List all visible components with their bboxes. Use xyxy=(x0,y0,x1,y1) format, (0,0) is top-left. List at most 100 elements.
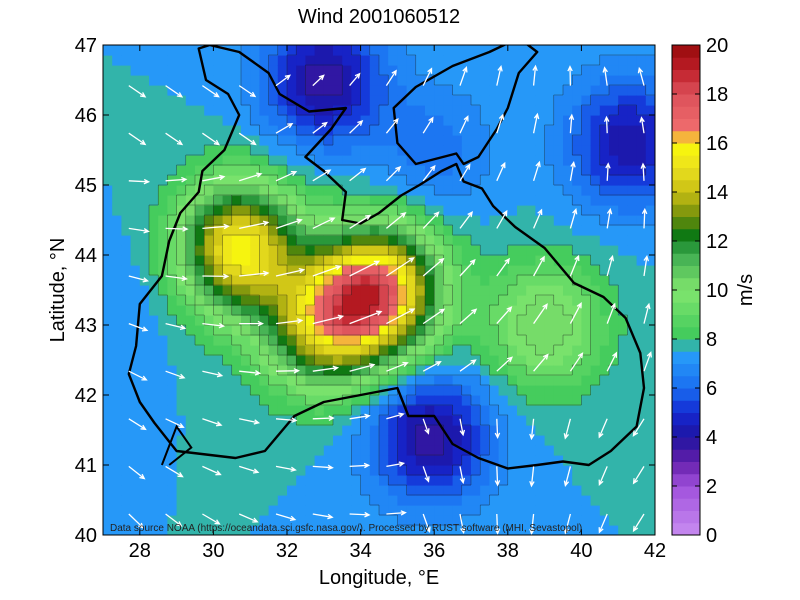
field-cell xyxy=(314,295,325,306)
field-cell xyxy=(471,465,481,476)
field-cell xyxy=(342,225,352,236)
wind-vector xyxy=(312,365,340,372)
field-cell xyxy=(397,275,408,286)
field-cell xyxy=(277,485,288,496)
field-cell xyxy=(139,235,150,246)
field-cell xyxy=(645,245,655,256)
field-cell xyxy=(231,325,242,336)
field-cell xyxy=(379,115,389,126)
field-cell xyxy=(452,115,463,126)
field-cell xyxy=(167,415,178,426)
field-cell xyxy=(158,375,168,386)
field-cell xyxy=(121,155,132,166)
field-cell xyxy=(195,105,205,116)
field-cell xyxy=(443,415,454,426)
wind-vector xyxy=(165,513,183,527)
field-cell xyxy=(103,225,113,236)
field-cell xyxy=(526,185,536,196)
field-cell xyxy=(185,305,196,316)
wind-vector xyxy=(275,218,303,230)
field-cell xyxy=(268,525,279,535)
field-cell xyxy=(572,415,582,426)
field-cell xyxy=(461,295,472,306)
field-cell xyxy=(130,455,141,466)
field-cell xyxy=(176,85,187,96)
field-cell xyxy=(333,445,343,456)
field-cell xyxy=(176,45,187,56)
field-cell xyxy=(572,195,582,206)
field-cell xyxy=(185,85,196,96)
field-cell xyxy=(599,235,610,246)
field-cell xyxy=(415,235,426,246)
field-cell xyxy=(636,505,647,516)
field-cell xyxy=(461,315,472,326)
field-cell xyxy=(507,295,518,306)
field-cell xyxy=(360,405,371,416)
field-cell xyxy=(121,75,132,86)
field-cell xyxy=(572,325,582,336)
field-cell xyxy=(415,115,426,126)
field-cell xyxy=(351,315,362,326)
field-cell xyxy=(599,165,610,176)
field-cell xyxy=(342,235,352,246)
field-cell xyxy=(425,255,435,266)
bosporus-coastline xyxy=(160,424,193,466)
field-cell xyxy=(305,275,316,286)
field-cell xyxy=(563,495,573,506)
field-cell xyxy=(103,45,113,56)
field-cell xyxy=(544,105,555,116)
wind-vector xyxy=(459,466,466,485)
wind-vector xyxy=(386,361,409,372)
field-cell xyxy=(397,135,408,146)
field-cell xyxy=(277,135,288,146)
field-cell xyxy=(415,495,426,506)
field-cell xyxy=(627,145,638,156)
field-cell xyxy=(599,365,610,376)
field-cell xyxy=(360,225,371,236)
field-cell xyxy=(443,495,454,506)
field-cell xyxy=(590,205,601,216)
field-cell xyxy=(360,65,371,76)
field-cell xyxy=(425,295,435,306)
field-cell xyxy=(544,205,555,216)
field-cell xyxy=(351,115,362,126)
field-cell xyxy=(379,135,389,146)
field-cell xyxy=(314,275,325,286)
field-cell xyxy=(296,65,306,76)
field-cell xyxy=(645,525,655,535)
field-cell xyxy=(452,255,463,266)
field-cell xyxy=(323,55,334,66)
field-cell xyxy=(241,165,251,176)
field-cell xyxy=(425,435,435,446)
field-cell xyxy=(176,345,187,356)
field-cell xyxy=(287,215,297,226)
field-cell xyxy=(609,475,619,486)
field-cell xyxy=(609,95,619,106)
field-cell xyxy=(535,105,546,116)
field-cell xyxy=(406,505,417,516)
field-cell xyxy=(415,55,426,66)
field-cell xyxy=(222,495,233,506)
field-cell xyxy=(461,395,472,406)
field-cell xyxy=(526,145,536,156)
wind-vector xyxy=(533,353,549,372)
field-cell xyxy=(489,245,500,256)
field-cell xyxy=(397,525,408,535)
field-cell xyxy=(397,415,408,426)
field-cell xyxy=(185,345,196,356)
field-cell xyxy=(103,95,113,106)
field-cell xyxy=(388,95,398,106)
field-cell xyxy=(314,255,325,266)
field-cell xyxy=(121,195,132,206)
field-cell xyxy=(259,45,270,56)
field-cell xyxy=(406,315,417,326)
field-cell xyxy=(471,425,481,436)
field-cell xyxy=(268,385,279,396)
field-cell xyxy=(443,235,454,246)
field-cell xyxy=(526,105,536,116)
field-cell xyxy=(296,475,306,486)
field-cell xyxy=(277,155,288,166)
field-cell xyxy=(535,55,546,66)
field-cell xyxy=(636,275,647,286)
field-cell xyxy=(618,105,628,116)
